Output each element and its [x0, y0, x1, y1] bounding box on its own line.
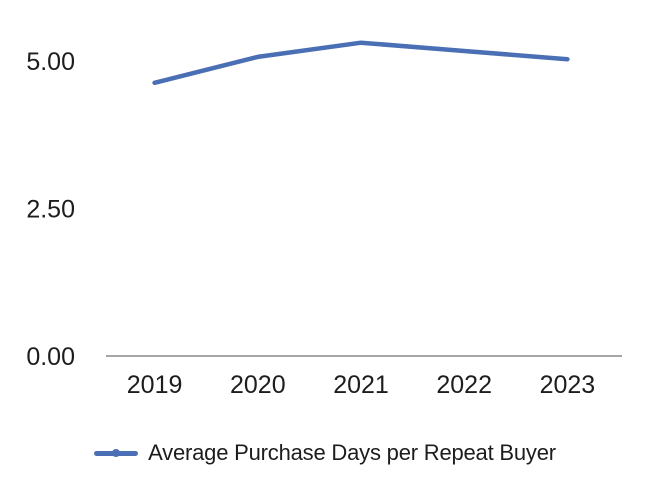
legend: Average Purchase Days per Repeat Buyer	[0, 440, 650, 466]
legend-line-swatch	[94, 449, 139, 457]
x-tick-label: 2023	[540, 371, 596, 399]
y-tick-label: 2.50	[26, 196, 75, 224]
y-tick-label: 5.00	[26, 48, 75, 76]
legend-label: Average Purchase Days per Repeat Buyer	[148, 440, 556, 465]
y-tick-label: 0.00	[26, 343, 75, 371]
legend-marker-dot	[112, 449, 121, 457]
series-line	[152, 40, 570, 86]
x-tick-label: 2019	[127, 371, 183, 399]
x-tick-label: 2021	[333, 371, 389, 399]
x-tick-label: 2020	[230, 371, 286, 399]
x-tick-label: 2022	[436, 371, 492, 399]
